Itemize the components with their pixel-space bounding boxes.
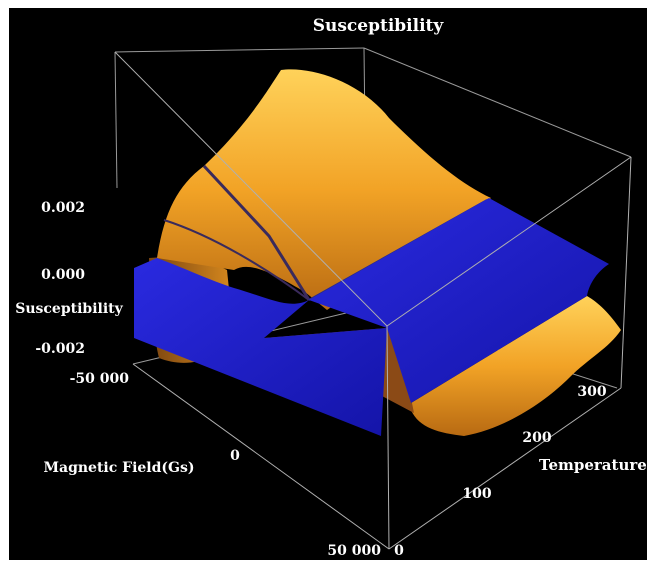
orange-surface-ridge bbox=[163, 219, 310, 301]
y-axis-label: Temperature bbox=[539, 456, 647, 474]
blue-plane-left-strip bbox=[134, 258, 387, 436]
blue-plane-right bbox=[309, 198, 609, 403]
chart-title: Susceptibility bbox=[313, 16, 445, 36]
plot-area: Susceptibility 0.002 0.000 Susceptibilit… bbox=[9, 8, 647, 560]
box-edge bbox=[114, 51, 388, 327]
z-tick-label: 0.002 bbox=[41, 200, 85, 216]
susceptibility-3d-chart: Susceptibility 0.002 0.000 Susceptibilit… bbox=[15, 16, 647, 559]
orange-surface-ridge bbox=[202, 164, 311, 301]
bounding-box-front bbox=[114, 51, 632, 550]
box-edge bbox=[620, 156, 632, 389]
box-edge bbox=[388, 387, 622, 550]
x-tick-label: 0 bbox=[230, 448, 240, 464]
box-edge bbox=[386, 156, 632, 327]
box-edge bbox=[386, 325, 390, 550]
y-tick-label: 100 bbox=[462, 486, 491, 502]
blue-plane bbox=[134, 198, 609, 436]
box-edge bbox=[132, 363, 390, 550]
y-tick-label: 300 bbox=[577, 384, 606, 400]
x-axis-label: Magnetic Field(Gs) bbox=[44, 460, 195, 476]
x-tick-label: 50 000 bbox=[327, 543, 381, 559]
y-tick-label: 0 bbox=[394, 543, 404, 559]
x-tick-label: -50 000 bbox=[70, 371, 130, 387]
y-tick-label: 200 bbox=[522, 430, 551, 446]
z-tick-label: 0.000 bbox=[41, 267, 85, 283]
box-edge bbox=[114, 47, 365, 53]
orange-surface-front-right bbox=[411, 296, 621, 436]
box-edge bbox=[363, 47, 632, 158]
z-tick-label: -0.002 bbox=[35, 341, 85, 357]
box-edge bbox=[114, 51, 118, 189]
z-axis-label: Susceptibility bbox=[15, 301, 123, 317]
